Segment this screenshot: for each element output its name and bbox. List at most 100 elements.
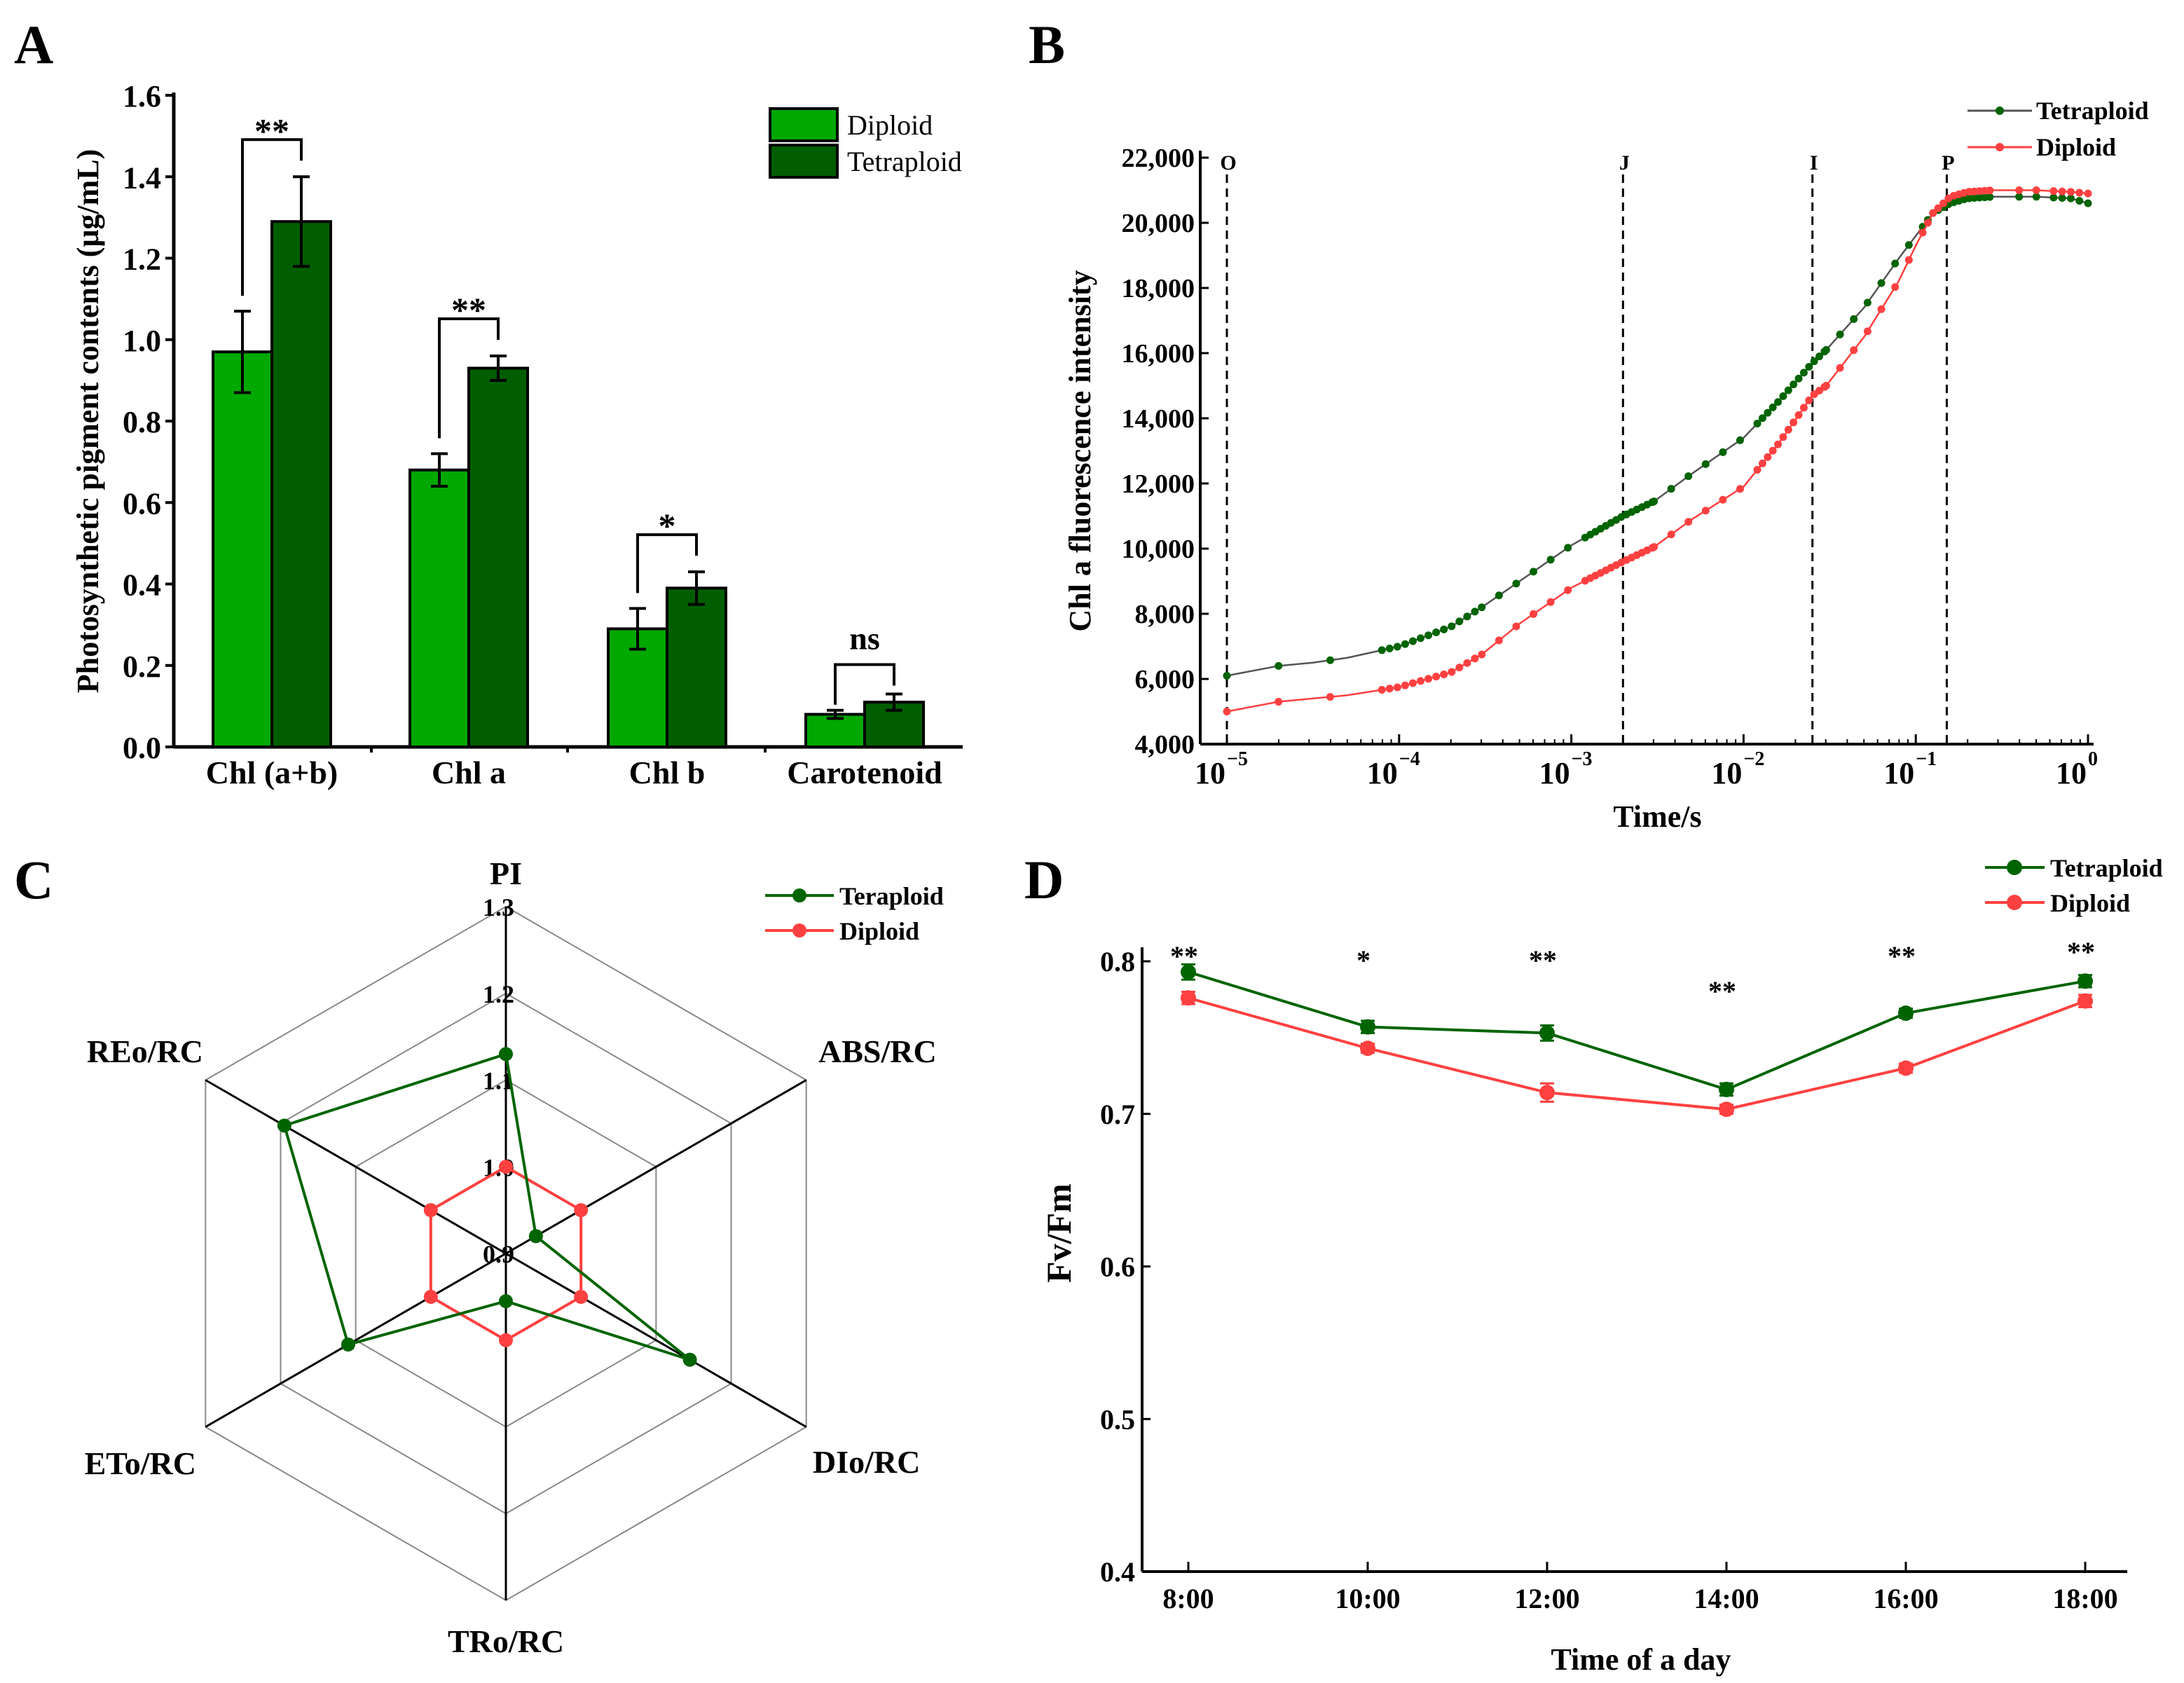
data-point-diploid: [499, 1160, 513, 1174]
data-point-diploid: [2032, 186, 2040, 194]
legend-marker: [2007, 860, 2022, 875]
data-point-tetraploid: [1794, 374, 1803, 383]
data-point-diploid: [1898, 1060, 1914, 1076]
significance-bracket: [241, 138, 303, 296]
y-tick-label: 8,000: [1135, 600, 1195, 629]
data-point-tetraploid: [1326, 656, 1334, 664]
data-point-tetraploid: [1719, 448, 1727, 456]
significance-label: *: [659, 506, 676, 545]
y-tick-label: 0.8: [1100, 946, 1135, 977]
series-line-tetraploid: [1188, 970, 2086, 1092]
data-point-diploid: [1546, 598, 1555, 606]
x-tick-label-base: 10: [2056, 756, 2087, 790]
axis-label: TRo/RC: [448, 1623, 564, 1659]
y-tick-label: 18,000: [1122, 274, 1195, 303]
data-point-diploid: [1448, 668, 1456, 676]
x-tick-label: 18:00: [2052, 1583, 2117, 1614]
data-point-diploid: [1539, 1085, 1555, 1101]
data-point-diploid: [1719, 1101, 1734, 1118]
x-tick-label-base: 10: [1539, 756, 1570, 790]
data-point-tetraploid: [2032, 193, 2040, 201]
y-tick-label: 0.4: [1100, 1556, 1135, 1588]
data-point-tetraploid: [1815, 352, 1824, 361]
data-point-diploid: [1794, 411, 1803, 419]
panel-d-line-chart: 0.4 0.5 0.6 0.7 0.8 8:00 ** 10:00 * 12:00 ** 14:00 *…: [1039, 854, 2163, 1677]
data-point-diploid: [1790, 418, 1798, 427]
data-point-diploid: [1863, 327, 1871, 336]
x-tick-label: 10:00: [1335, 1583, 1400, 1614]
data-point-tetraploid: [1463, 612, 1471, 621]
x-tick-label-base: 10: [1195, 756, 1225, 790]
x-tick-label: Chl b: [629, 755, 706, 790]
data-point-tetraploid: [1898, 1005, 1914, 1022]
data-point-tetraploid: [1799, 369, 1808, 377]
legend-label: Diploid: [2036, 133, 2116, 161]
x-tick-label-exponent: 0: [2088, 748, 2098, 770]
data-point-diploid: [1667, 530, 1675, 539]
x-tick-label-base: 10: [1367, 756, 1398, 790]
data-point-diploid: [1719, 495, 1727, 504]
axis-label: ETo/RC: [85, 1445, 196, 1481]
data-point-diploid: [1530, 610, 1538, 618]
y-tick-label: 0.0: [123, 731, 161, 765]
significance-label: **: [451, 290, 486, 329]
data-point-diploid: [1701, 507, 1710, 515]
series-line-diploid: [1226, 189, 2089, 713]
phase-label: O: [1220, 151, 1236, 174]
x-tick-label-exponent: −5: [1227, 748, 1248, 770]
bar-tetraploid: [467, 366, 529, 748]
data-point-teraploid: [528, 1229, 543, 1244]
data-point-diploid: [1564, 586, 1572, 594]
phase-label: J: [1619, 151, 1630, 174]
data-point-diploid: [1463, 659, 1471, 667]
significance-label: **: [1888, 940, 1916, 972]
panel-c-radar-chart: 0.91.01.11.21.3PIABS/RCDIo/RCTRo/RCETo/R…: [85, 856, 944, 1659]
x-tick-label: 8:00: [1162, 1583, 1214, 1614]
data-point-tetraploid: [2077, 973, 2093, 989]
x-tick-label-exponent: −2: [1743, 748, 1764, 770]
y-axis-label: Chl a fluorescence intensity: [1063, 270, 1097, 631]
radial-tick-label: 0.9: [483, 1240, 514, 1268]
data-point-diploid: [1986, 186, 1994, 195]
data-point-diploid: [1326, 693, 1334, 701]
y-tick-label: 0.8: [123, 405, 161, 439]
x-tick-label-exponent: −1: [1916, 748, 1937, 770]
data-point-diploid: [1408, 679, 1417, 687]
data-point-diploid: [1805, 396, 1813, 404]
data-point-tetraploid: [1440, 625, 1448, 633]
data-point-tetraploid: [1753, 419, 1761, 427]
data-point-tetraploid: [1385, 644, 1394, 652]
legend-marker: [792, 923, 806, 937]
data-point-diploid: [1736, 485, 1744, 493]
bar-diploid: [408, 468, 470, 748]
data-point-tetraploid: [1822, 345, 1830, 354]
data-point-diploid: [1440, 670, 1448, 678]
data-point-tetraploid: [1275, 661, 1283, 670]
data-point-diploid: [1378, 686, 1386, 694]
data-point-diploid: [1836, 364, 1844, 372]
data-point-tetraploid: [1512, 579, 1520, 588]
data-point-diploid: [1764, 453, 1772, 461]
radial-tick-label: 1.2: [483, 980, 514, 1008]
y-tick-label: 1.4: [123, 160, 161, 195]
significance-label: **: [1708, 975, 1736, 1007]
data-point-diploid: [1877, 305, 1886, 313]
data-point-tetraploid: [1904, 241, 1913, 249]
data-point-teraploid: [499, 1047, 513, 1062]
data-point-tetraploid: [1223, 671, 1231, 680]
data-point-teraploid: [682, 1352, 697, 1367]
data-point-tetraploid: [1667, 485, 1675, 493]
data-point-tetraploid: [1805, 363, 1813, 371]
legend-label: Tetraploid: [847, 146, 962, 177]
y-tick-label: 4,000: [1135, 730, 1195, 760]
x-tick-label: Carotenoid: [787, 755, 942, 790]
data-point-tetraploid: [1784, 386, 1792, 394]
data-point-diploid: [423, 1203, 438, 1218]
y-tick-label: 1.0: [123, 324, 161, 358]
data-point-tetraploid: [1779, 392, 1787, 400]
axis-label: DIo/RC: [813, 1444, 920, 1480]
axis-label: REo/RC: [87, 1033, 203, 1069]
data-point-diploid: [1181, 990, 1196, 1006]
data-point-tetraploid: [1432, 628, 1441, 637]
